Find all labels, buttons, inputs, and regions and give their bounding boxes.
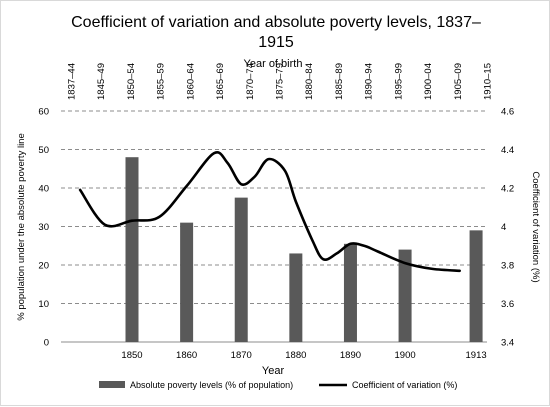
legend-swatch-poverty (99, 381, 125, 388)
top-category-label: 1855–59 (156, 63, 167, 100)
grid-lines (61, 110, 487, 343)
left-axis-ticks: 0 10 20 30 40 50 60 (38, 107, 49, 349)
chart-title-line-1: Coefficient of variation and absolute po… (71, 14, 481, 31)
legend-label-poverty: Absolute poverty levels (% of population… (130, 380, 293, 390)
top-category-label: 1890–94 (364, 63, 375, 100)
chart-title-line-2: 1915 (258, 34, 294, 51)
left-tick-label: 20 (38, 261, 49, 272)
x-tick-label: 1850 (121, 350, 142, 361)
top-category-label: 1885–89 (334, 63, 345, 100)
top-category-label: 1895–99 (393, 63, 404, 100)
top-category-label: 1850–54 (126, 63, 137, 100)
poverty-bar (469, 230, 483, 342)
left-axis-title: % population under the absolute poverty … (16, 133, 27, 321)
top-category-label: 1870–74 (245, 63, 256, 100)
top-category-label: 1845–49 (96, 63, 107, 100)
cv-series-line (78, 151, 461, 273)
left-tick-label: 10 (38, 299, 49, 310)
top-category-label: 1900–04 (423, 63, 434, 100)
poverty-bar (234, 197, 248, 342)
top-category-label: 1865–69 (215, 63, 226, 100)
x-axis-title: Year (262, 365, 285, 377)
right-tick-label: 4 (501, 222, 506, 233)
poverty-bar (289, 253, 303, 342)
x-tick-label: 1870 (231, 350, 252, 361)
legend: Absolute poverty levels (% of population… (99, 380, 457, 390)
top-axis-title: Year of birth (244, 58, 303, 70)
top-category-label: 1837–44 (67, 63, 78, 100)
poverty-bar (180, 222, 194, 342)
x-tick-label: 1913 (466, 350, 487, 361)
poverty-bar (343, 243, 357, 342)
x-tick-label: 1860 (176, 350, 197, 361)
poverty-bars (125, 157, 483, 342)
top-category-label: 1880–84 (304, 63, 315, 100)
top-category-label: 1860–64 (185, 63, 196, 100)
left-tick-label: 60 (38, 107, 49, 118)
left-tick-label: 0 (44, 338, 49, 349)
right-tick-label: 3.6 (501, 299, 514, 310)
right-tick-label: 3.4 (501, 338, 514, 349)
right-tick-label: 4.6 (501, 107, 514, 118)
x-tick-label: 1900 (395, 350, 416, 361)
top-category-label: 1905–09 (453, 63, 464, 100)
left-tick-label: 40 (38, 184, 49, 195)
top-category-label: 1875–79 (275, 63, 286, 100)
right-tick-label: 4.4 (501, 145, 514, 156)
right-axis-title: Coefficient of variation (%) (530, 171, 541, 282)
legend-label-cv: Coefficient of variation (%) (352, 380, 457, 390)
left-tick-label: 30 (38, 222, 49, 233)
top-axis-labels: 1837–44 1845–49 1850–54 1855–59 1860–64 1865–… (67, 63, 494, 100)
left-tick-label: 50 (38, 145, 49, 156)
top-category-label: 1910–15 (483, 63, 494, 100)
poverty-bar (125, 157, 139, 342)
right-tick-label: 3.8 (501, 261, 514, 272)
right-axis-ticks: 3.4 3.6 3.8 4 4.2 4.4 4.6 (501, 107, 514, 349)
x-axis-ticks: 1850 1860 1870 1880 1890 1900 1913 (121, 350, 486, 361)
x-tick-label: 1880 (285, 350, 306, 361)
x-tick-label: 1890 (340, 350, 361, 361)
poverty-bar (398, 249, 412, 342)
right-tick-label: 4.2 (501, 184, 514, 195)
